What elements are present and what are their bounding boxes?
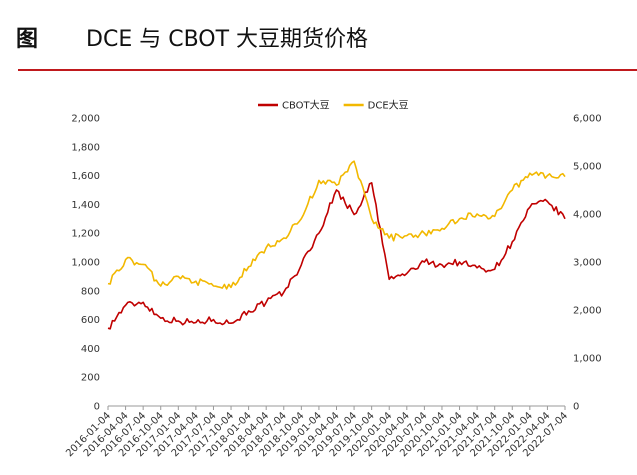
y-left-tick-label: 800 (81, 286, 100, 297)
y-left-tick-label: 0 (94, 402, 100, 413)
y-right-tick-label: 5,000 (573, 162, 602, 173)
series-line-dce (107, 160, 566, 290)
y-right-tick-label: 1,000 (573, 354, 602, 365)
series-lines (107, 160, 566, 330)
y-left-tick-label: 2,000 (71, 114, 100, 125)
axes: 0 200 400 600 800 1,000 1,200 1,400 1,600 1,800 2,… (64, 114, 601, 460)
y-left-tick-label: 1,600 (71, 171, 100, 182)
legend: CBOT大豆 DCE大豆 (258, 99, 409, 112)
price-chart: CBOT大豆 DCE大豆 0 200 400 600 800 1,000 1,200 1,400… (64, 99, 601, 460)
series-line-cbot (107, 182, 566, 330)
figure-label: 图 (16, 27, 39, 52)
title-rule (18, 69, 637, 71)
y-right-tick-label: 3,000 (573, 258, 602, 269)
y-right-tick-label: 6,000 (573, 114, 602, 125)
y-left-tick-label: 1,000 (71, 258, 100, 269)
y-left-tick-label: 200 (81, 373, 100, 384)
legend-label: CBOT大豆 (282, 99, 330, 112)
y-left-tick-label: 1,200 (71, 229, 100, 240)
legend-label: DCE大豆 (368, 99, 409, 112)
figure-title: DCE 与 CBOT 大豆期货价格 (86, 27, 369, 52)
y-left-tick-label: 400 (81, 344, 100, 355)
figure-heading: 图 DCE 与 CBOT 大豆期货价格 (16, 20, 368, 54)
y-right-tick-label: 2,000 (573, 306, 602, 317)
y-left-tick-label: 1,800 (71, 142, 100, 153)
y-left-tick-label: 1,400 (71, 200, 100, 211)
y-left-tick-label: 600 (81, 315, 100, 326)
y-right-tick-label: 4,000 (573, 210, 602, 221)
y-right-tick-label: 0 (573, 402, 579, 413)
